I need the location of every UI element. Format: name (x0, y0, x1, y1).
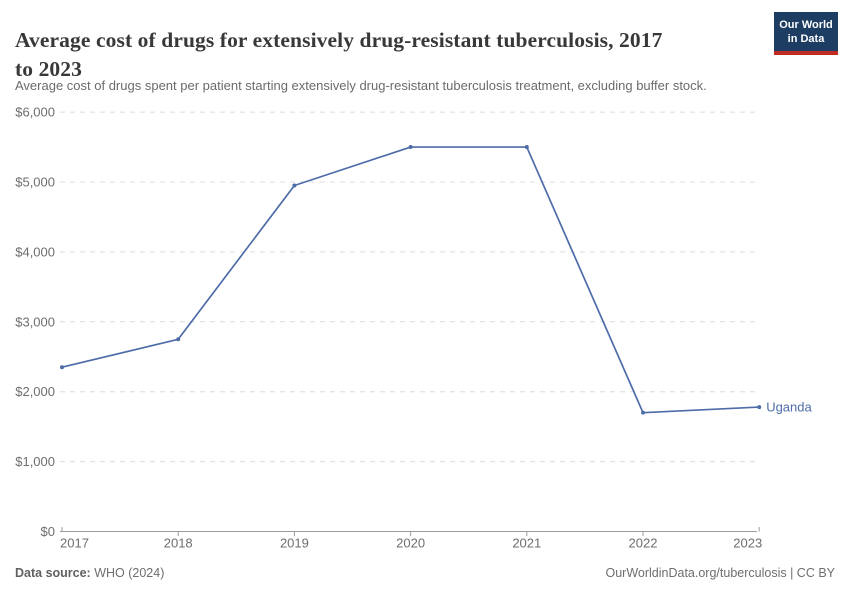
series-line-uganda[interactable] (61, 146, 760, 414)
owid-logo[interactable]: Our World in Data (774, 12, 838, 55)
series-end-label[interactable]: Uganda (766, 400, 812, 415)
x-axis-tick-label: 2019 (280, 536, 309, 551)
x-axis-tick-label: 2020 (396, 536, 425, 551)
y-axis-tick-label: $4,000 (15, 244, 55, 259)
y-axis-tick-label: $5,000 (15, 175, 55, 190)
x-axis-tick-label: 2017 (60, 536, 89, 551)
data-source: Data source: WHO (2024) (15, 566, 164, 580)
y-axis-tick-label: $3,000 (15, 314, 55, 329)
x-axis-tick-label: 2023 (733, 536, 762, 551)
data-source-value: WHO (2024) (90, 566, 165, 580)
chart-area[interactable]: $0 $1,000 $2,000 $3,000 $4,000 $5,000 $6,000 20… (0, 100, 850, 560)
y-axis-tick-label: $6,000 (15, 105, 55, 120)
owid-logo-line2: in Data (787, 33, 825, 45)
x-axis-tick-label: 2021 (512, 536, 541, 551)
y-axis-tick-label: $2,000 (15, 384, 55, 399)
x-axis-tick-label: 2018 (164, 536, 193, 551)
x-axis-tick-label: 2022 (629, 536, 658, 551)
data-point-2017[interactable] (60, 365, 64, 370)
data-point-2018[interactable] (176, 337, 181, 342)
y-axis-tick-label: $0 (41, 524, 55, 539)
line-chart-svg[interactable]: $0 $1,000 $2,000 $3,000 $4,000 $5,000 $6,000 20… (0, 100, 850, 560)
credit-link[interactable]: OurWorldinData.org/tuberculosis | CC BY (605, 566, 836, 580)
chart-title: Average cost of drugs for extensively dr… (15, 28, 663, 81)
data-point-2021[interactable] (524, 145, 529, 150)
data-point-2023[interactable] (757, 405, 762, 410)
data-source-label: Data source: (15, 566, 91, 580)
data-point-2019[interactable] (292, 183, 297, 188)
owid-logo-line1: Our World (779, 19, 833, 31)
data-point-2020[interactable] (408, 145, 413, 150)
data-point-2022[interactable] (641, 410, 645, 415)
y-axis-tick-label: $1,000 (15, 454, 55, 469)
chart-subtitle: Average cost of drugs spent per patient … (15, 78, 707, 93)
chart-footer: Data source: WHO (2024) OurWorldinData.o… (15, 566, 835, 580)
